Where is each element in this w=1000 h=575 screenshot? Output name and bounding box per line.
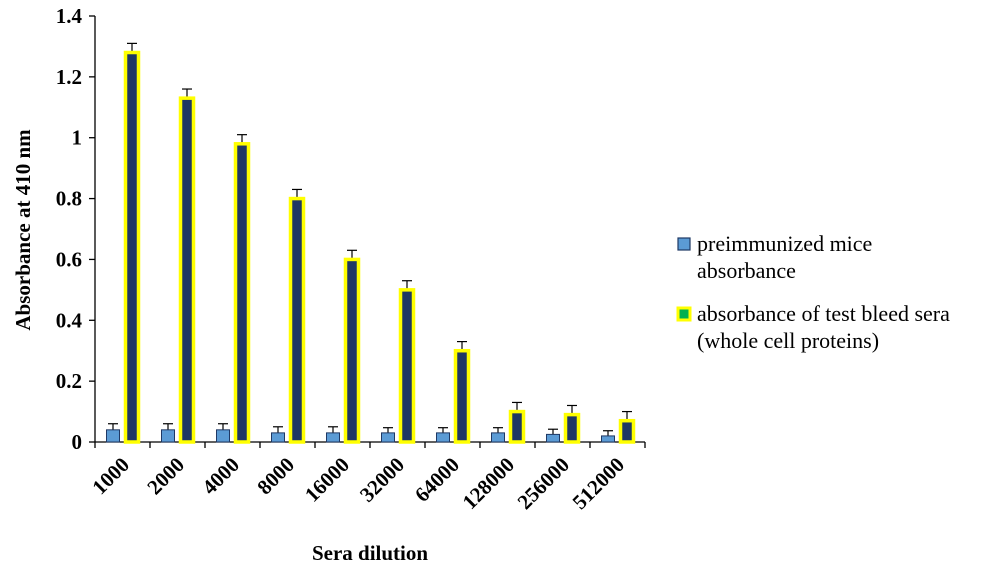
- bar-test-bleed: [178, 96, 196, 444]
- x-tick-label: 32000: [355, 453, 409, 507]
- bar-preimmunized: [161, 429, 175, 443]
- y-axis-title: Absorbance at 410 nm: [11, 129, 35, 331]
- bar-test-bleed: [453, 348, 471, 444]
- x-tick-label: 512000: [568, 453, 630, 515]
- x-axis-ticks: 1000 2000 4000 8000 16000 32000 64000128000256…: [87, 442, 646, 515]
- bar-preimmunized: [436, 432, 450, 443]
- legend-swatch-preimmunized: [677, 237, 691, 251]
- legend-label: (whole cell proteins): [697, 328, 879, 353]
- bar-preimmunized: [326, 432, 340, 443]
- y-tick-label: 0.8: [56, 187, 82, 211]
- bar-preimmunized: [216, 429, 230, 443]
- bar-preimmunized: [381, 432, 395, 443]
- bar-preimmunized: [601, 435, 615, 443]
- legend-label: preimmunized mice: [697, 231, 872, 256]
- bar-test-bleed: [618, 418, 636, 444]
- y-tick-label: 0: [72, 430, 83, 454]
- legend-label: absorbance of test bleed sera: [697, 301, 950, 326]
- bar-test-bleed: [563, 412, 581, 444]
- y-tick-label: 0.4: [56, 308, 83, 332]
- bar-preimmunized: [106, 429, 120, 443]
- y-tick-label: 1.4: [56, 4, 83, 28]
- x-tick-label: 2000: [142, 453, 189, 500]
- bar-preimmunized: [491, 432, 505, 443]
- bar-test-bleed: [288, 196, 306, 444]
- y-axis-ticks: 0 0.2 0.4 0.6 0.8 1 1.2 1.4: [56, 4, 95, 454]
- x-axis-title: Sera dilution: [312, 541, 428, 565]
- y-tick-label: 1: [72, 126, 83, 150]
- bar-preimmunized: [546, 433, 560, 443]
- x-tick-label: 128000: [458, 453, 520, 515]
- y-tick-label: 0.2: [56, 369, 82, 393]
- y-tick-label: 0.6: [56, 247, 82, 271]
- plot-area: [94, 16, 645, 444]
- x-tick-label: 64000: [410, 453, 464, 507]
- bar-test-bleed: [398, 288, 416, 444]
- bar-test-bleed: [343, 257, 361, 444]
- x-tick-label: 1000: [87, 453, 134, 500]
- bar-test-bleed: [123, 50, 141, 444]
- x-tick-label: 256000: [513, 453, 575, 515]
- y-tick-label: 1.2: [56, 65, 82, 89]
- bar-test-bleed: [233, 142, 251, 444]
- x-tick-label: 16000: [300, 453, 354, 507]
- legend-swatch-test-bleed: [676, 306, 692, 322]
- legend-label: absorbance: [697, 258, 796, 283]
- bar-test-bleed: [508, 409, 526, 444]
- x-tick-label: 8000: [252, 453, 299, 500]
- x-tick-label: 4000: [197, 453, 244, 500]
- bar-preimmunized: [271, 432, 285, 443]
